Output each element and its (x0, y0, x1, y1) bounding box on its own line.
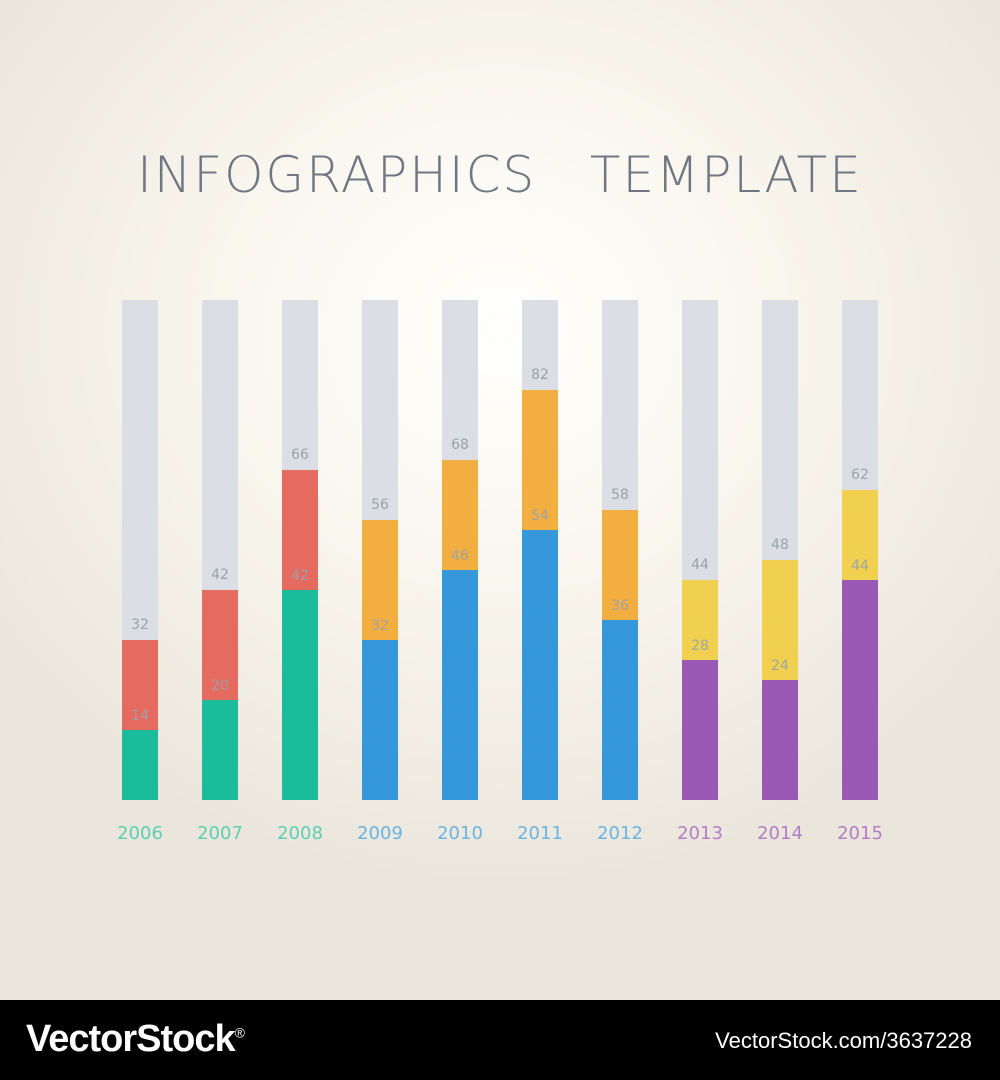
bar-top-segment (122, 640, 158, 730)
bar-top-segment (762, 560, 798, 680)
chart-canvas: INFOGRAPHICS TEMPLATE 32 14 2006 42 20 2007 66… (0, 0, 1000, 1000)
bar-top-segment (522, 390, 558, 530)
bar-bottom-segment (602, 620, 638, 800)
bar-top-segment (202, 590, 238, 700)
bar-bottom-segment (522, 530, 558, 800)
bottom-value-label: 32 (371, 618, 389, 634)
bar-bottom-segment (842, 580, 878, 800)
watermark-url: VectorStock.com/3637228 (715, 1028, 972, 1053)
top-value-label: 68 (451, 437, 469, 453)
year-label: 2012 (597, 823, 643, 844)
watermark-footer: VectorStock® VectorStock.com/3637228 (0, 1000, 1000, 1080)
year-label: 2015 (837, 823, 883, 844)
bottom-value-label: 46 (451, 548, 469, 564)
chart-title: INFOGRAPHICS TEMPLATE (137, 146, 863, 204)
top-value-label: 62 (851, 467, 869, 483)
year-label: 2013 (677, 823, 723, 844)
year-label: 2007 (197, 823, 243, 844)
bar-top-segment (362, 520, 398, 640)
top-value-label: 44 (691, 557, 709, 573)
top-value-label: 56 (371, 497, 389, 513)
bottom-value-label: 44 (851, 558, 869, 574)
bar-bottom-segment (282, 590, 318, 800)
top-value-label: 58 (611, 487, 629, 503)
registered-mark: ® (234, 1024, 245, 1041)
bar-bottom-segment (682, 660, 718, 800)
bottom-value-label: 28 (691, 638, 709, 654)
bar-chart: 32 14 2006 42 20 2007 66 42 2008 56 32 2009 68 46 2010… (117, 300, 883, 844)
bottom-value-label: 54 (531, 508, 549, 524)
bar-top-segment (442, 460, 478, 570)
brand-name: VectorStock (26, 1018, 236, 1060)
bottom-value-label: 14 (131, 708, 149, 724)
bar-bottom-segment (202, 700, 238, 800)
vectorstock-logo: VectorStock® (26, 1018, 245, 1061)
top-value-label: 82 (531, 367, 549, 383)
year-label: 2011 (517, 823, 563, 844)
bar-top-segment (682, 580, 718, 660)
top-value-label: 48 (771, 537, 789, 553)
bottom-value-label: 20 (211, 678, 229, 694)
year-label: 2009 (357, 823, 403, 844)
top-value-label: 32 (131, 617, 149, 633)
bar-bottom-segment (122, 730, 158, 800)
bar-bottom-segment (762, 680, 798, 800)
bar-top-segment (282, 470, 318, 590)
year-label: 2010 (437, 823, 483, 844)
bottom-value-label: 24 (771, 658, 789, 674)
year-label: 2006 (117, 823, 163, 844)
year-label: 2014 (757, 823, 803, 844)
bottom-value-label: 36 (611, 598, 629, 614)
top-value-label: 66 (291, 447, 309, 463)
bar-top-segment (602, 510, 638, 620)
bar-bottom-segment (362, 640, 398, 800)
top-value-label: 42 (211, 567, 229, 583)
bottom-value-label: 42 (291, 568, 309, 584)
year-label: 2008 (277, 823, 323, 844)
bar-top-segment (842, 490, 878, 580)
bar-bottom-segment (442, 570, 478, 800)
